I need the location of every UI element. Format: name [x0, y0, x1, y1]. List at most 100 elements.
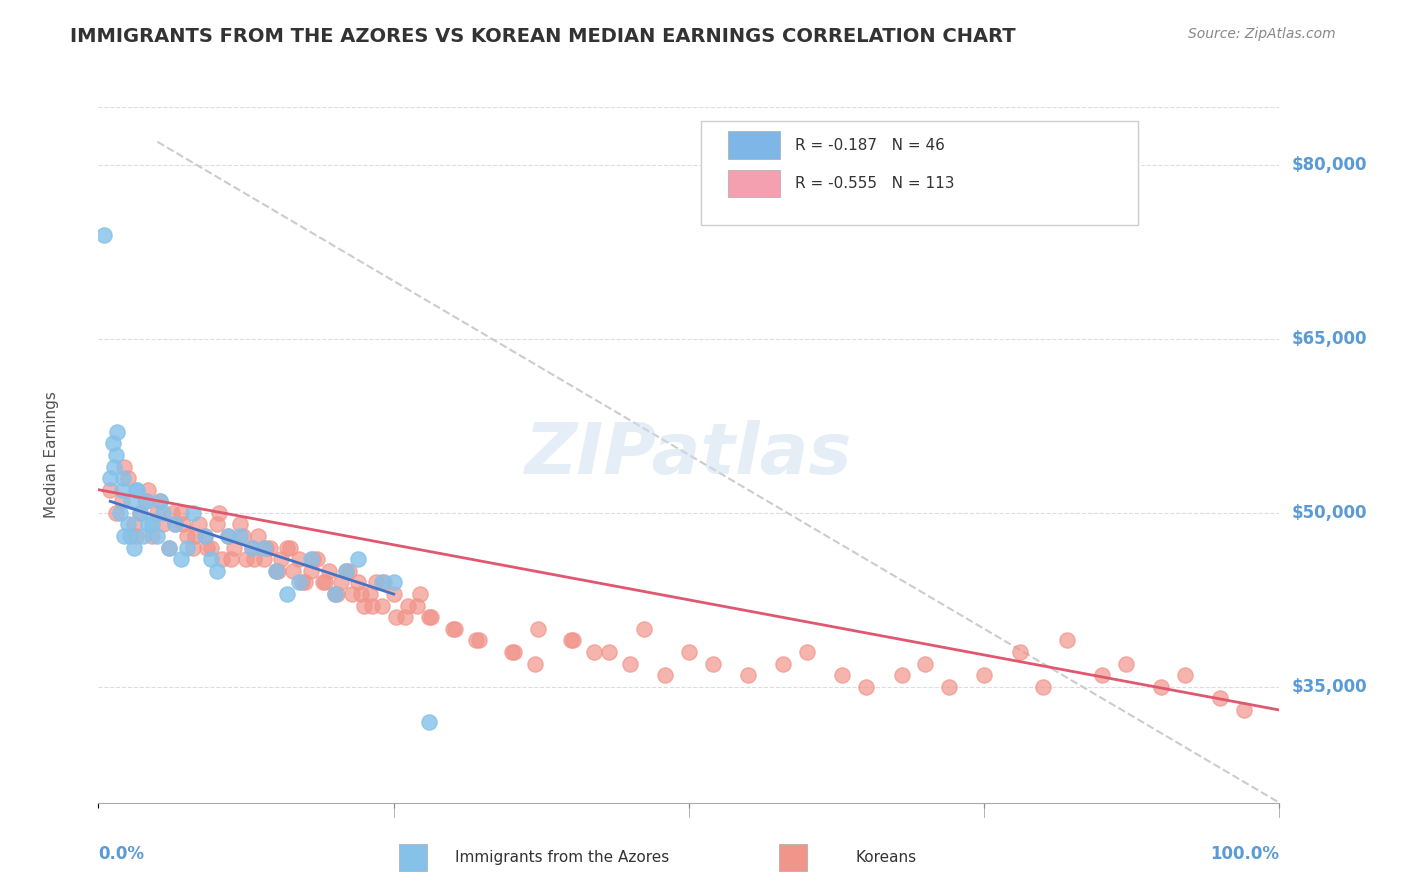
FancyBboxPatch shape — [728, 131, 780, 159]
Point — [326, 587, 349, 601]
Point — [503, 645, 526, 659]
Text: R = -0.187   N = 46: R = -0.187 N = 46 — [796, 137, 945, 153]
Point — [1056, 633, 1078, 648]
Text: $50,000: $50,000 — [1291, 504, 1367, 522]
Point — [270, 552, 292, 566]
Point — [235, 552, 257, 566]
Point — [176, 541, 198, 555]
Point — [347, 552, 370, 566]
Text: Median Earnings: Median Earnings — [44, 392, 59, 518]
Point — [337, 564, 360, 578]
Point — [318, 564, 340, 578]
Point — [633, 622, 655, 636]
Point — [152, 506, 174, 520]
Point — [371, 575, 394, 590]
Point — [240, 541, 263, 555]
Point — [406, 599, 429, 613]
Point — [219, 552, 242, 566]
Point — [146, 529, 169, 543]
Point — [342, 587, 364, 601]
Point — [136, 483, 159, 497]
Point — [420, 610, 443, 624]
Point — [111, 494, 134, 508]
Point — [112, 459, 135, 474]
Point — [157, 541, 180, 555]
Point — [181, 506, 204, 520]
Point — [312, 575, 335, 590]
Point — [1008, 645, 1031, 659]
Point — [170, 552, 193, 566]
Point — [1091, 668, 1114, 682]
Point — [105, 425, 128, 439]
Point — [146, 506, 169, 520]
Point — [890, 668, 912, 682]
Point — [98, 471, 121, 485]
Point — [394, 610, 416, 624]
Point — [382, 587, 405, 601]
FancyBboxPatch shape — [700, 121, 1137, 226]
Point — [1150, 680, 1173, 694]
Text: $80,000: $80,000 — [1291, 156, 1367, 174]
Point — [172, 517, 194, 532]
Point — [184, 529, 207, 543]
Point — [359, 587, 381, 601]
Point — [299, 564, 322, 578]
Point — [240, 541, 263, 555]
Point — [194, 529, 217, 543]
Point — [165, 517, 187, 532]
Point — [181, 541, 204, 555]
Point — [105, 506, 128, 520]
Point — [314, 575, 336, 590]
Point — [98, 483, 121, 497]
Point — [441, 622, 464, 636]
Point — [371, 599, 394, 613]
Point — [299, 552, 322, 566]
Point — [855, 680, 877, 694]
Point — [122, 517, 145, 532]
Point — [111, 483, 134, 497]
Point — [560, 633, 582, 648]
Text: $35,000: $35,000 — [1291, 678, 1367, 696]
Point — [243, 552, 266, 566]
Point — [231, 529, 253, 543]
Point — [408, 587, 430, 601]
Point — [294, 575, 316, 590]
Point — [335, 564, 357, 578]
Point — [418, 714, 440, 729]
Point — [194, 529, 217, 543]
Point — [382, 575, 405, 590]
Point — [141, 517, 163, 532]
Point — [125, 483, 148, 497]
Point — [93, 227, 115, 242]
Point — [132, 529, 155, 543]
Point — [208, 506, 231, 520]
Point — [128, 506, 150, 520]
Text: Koreans: Koreans — [855, 850, 917, 865]
Point — [347, 575, 370, 590]
Point — [136, 517, 159, 532]
Point — [772, 657, 794, 671]
FancyBboxPatch shape — [728, 169, 780, 197]
FancyBboxPatch shape — [779, 844, 807, 871]
Point — [364, 575, 387, 590]
Text: $65,000: $65,000 — [1291, 330, 1367, 348]
Point — [128, 506, 150, 520]
Point — [127, 483, 149, 497]
Point — [329, 575, 352, 590]
Point — [224, 541, 246, 555]
Point — [385, 610, 408, 624]
Point — [353, 599, 375, 613]
Point — [112, 471, 135, 485]
Point — [105, 448, 128, 462]
Point — [323, 587, 346, 601]
Point — [149, 494, 172, 508]
Point — [678, 645, 700, 659]
Point — [654, 668, 676, 682]
Point — [938, 680, 960, 694]
Point — [200, 552, 222, 566]
Point — [103, 459, 125, 474]
Point — [796, 645, 818, 659]
Point — [264, 564, 287, 578]
Point — [702, 657, 724, 671]
Point — [121, 494, 143, 508]
